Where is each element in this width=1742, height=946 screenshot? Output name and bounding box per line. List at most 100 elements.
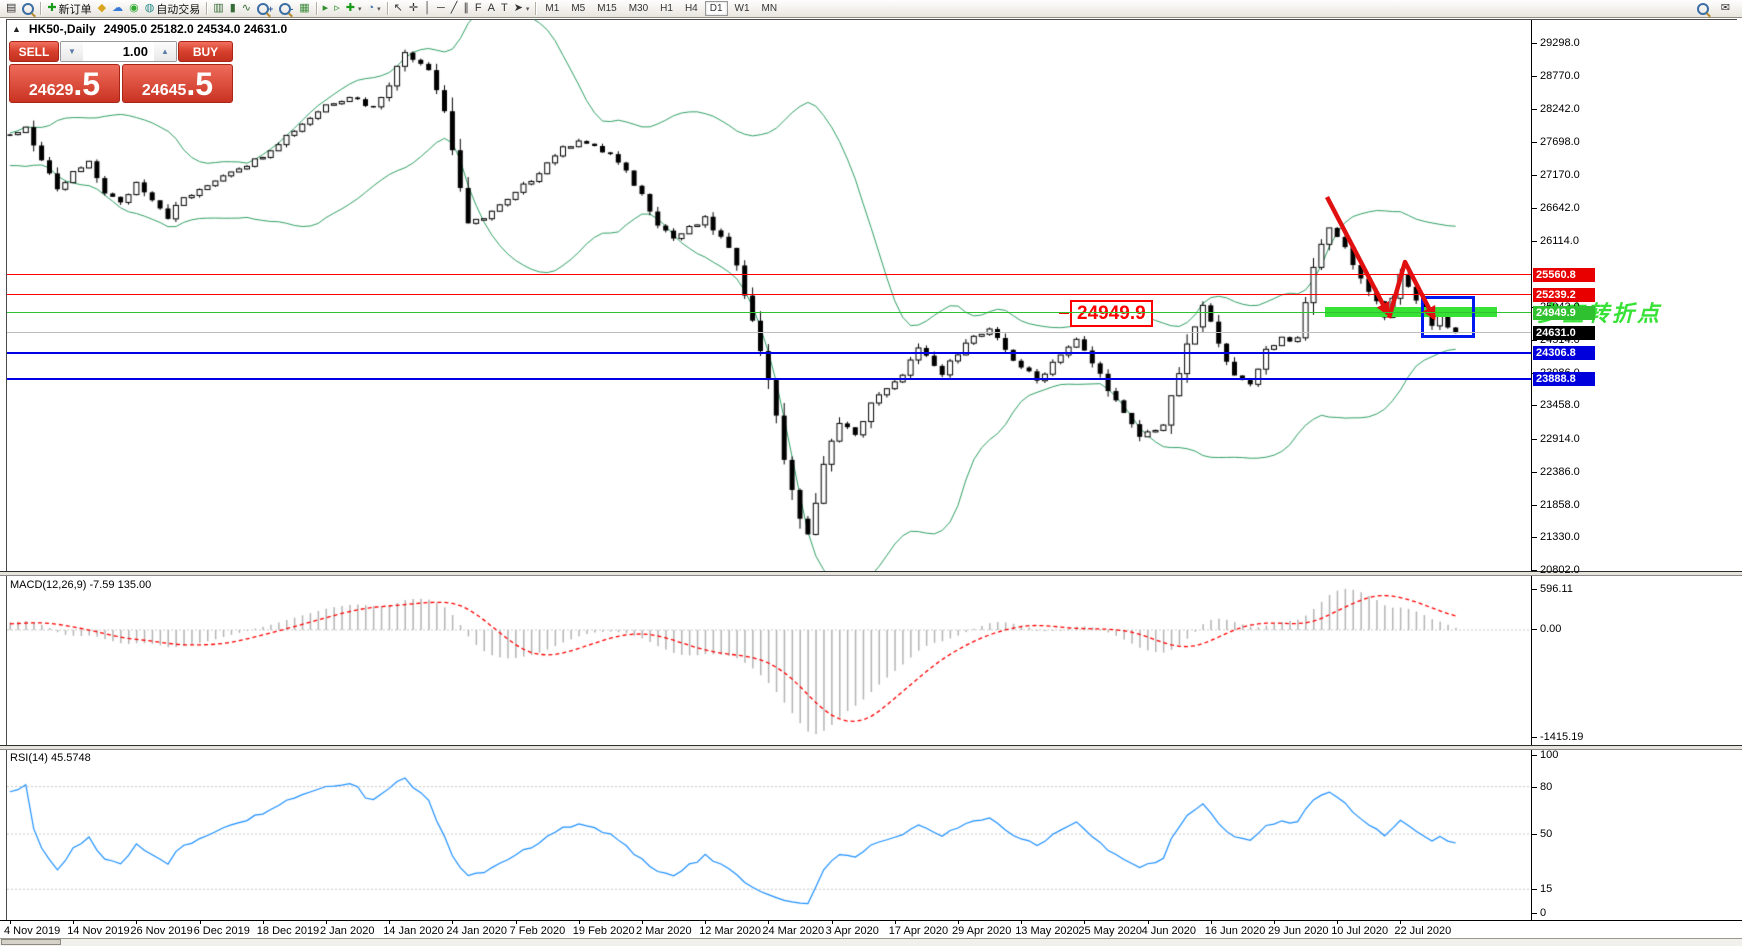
date-tick-mark: [1400, 920, 1402, 924]
zoom-out-icon: [279, 2, 292, 15]
one-click-toggle-icon[interactable]: ▲: [12, 24, 21, 34]
price-callout-label[interactable]: 24949.9: [1070, 300, 1153, 327]
scrollbar-thumb[interactable]: [1, 939, 61, 945]
trendline-tool-button[interactable]: ╱: [448, 1, 461, 17]
rsi-axis-tick-mark: [1532, 834, 1537, 835]
pane-splitter-macd[interactable]: [0, 571, 1742, 576]
timeframe-w1-button[interactable]: W1: [734, 3, 750, 14]
price-tag-23888.8: 23888.8: [1533, 371, 1595, 386]
gold-symbol-icon: ◆: [97, 2, 107, 14]
candlestick-mode-button[interactable]: ▮: [227, 1, 239, 17]
y-axis-tick-label: 21330.0: [1540, 531, 1580, 544]
text-tool-button[interactable]: A: [485, 1, 498, 17]
consolidation-box[interactable]: [1421, 296, 1475, 338]
red-arrow-segment-2[interactable]: [1386, 259, 1436, 321]
horizontal-line-tool-button[interactable]: ─: [434, 1, 448, 17]
shift-chart-end-button[interactable]: ▸: [320, 1, 332, 17]
cursor-tool-button[interactable]: ↖: [391, 1, 406, 17]
timeframe-m30-button[interactable]: M30: [628, 3, 649, 14]
volume-decrease-button[interactable]: ▼: [61, 42, 83, 61]
line-chart-mode-button[interactable]: ∿: [239, 1, 254, 17]
buy-price-display[interactable]: 24645 .5: [122, 64, 233, 103]
zoom-in-icon: [257, 2, 269, 15]
search-button[interactable]: [1694, 1, 1712, 17]
timeframe-m15-button[interactable]: M15: [597, 3, 617, 14]
timeframe-h4-button[interactable]: H4: [684, 3, 698, 14]
date-label: 26 Nov 2019: [130, 925, 193, 937]
chat-button[interactable]: ✉: [1718, 1, 1733, 17]
y-axis-tick-label: 26114.0: [1540, 234, 1579, 247]
main-chart-canvas[interactable]: [7, 20, 1531, 571]
y-axis-tick-mark: [1532, 570, 1537, 572]
horizontal-line-25560.8[interactable]: [7, 274, 1531, 276]
bar-chart-mode-button[interactable]: ▥: [210, 1, 226, 17]
date-label: 22 Jul 2020: [1394, 925, 1452, 937]
data-preview-icon: [22, 2, 35, 15]
chart-header: ▲ HK50-,Daily 24905.0 25182.0 24534.0 24…: [12, 22, 287, 36]
macd-axis-label: 596.11: [1540, 583, 1573, 595]
zoom-out-button[interactable]: -: [276, 1, 296, 17]
date-label: 19 Feb 2020: [572, 925, 635, 937]
timeframe-h1-button[interactable]: H1: [660, 3, 673, 14]
shift-chart-end-icon: ▸: [322, 2, 329, 14]
red-arrow-segment-1[interactable]: [1325, 195, 1390, 317]
charts-window-icon: ▤: [6, 2, 17, 14]
add-indicator-button[interactable]: ✚ ▾: [343, 1, 365, 17]
signals-button[interactable]: ◉: [126, 1, 142, 17]
timeframe-d1-button[interactable]: D1: [704, 1, 728, 16]
date-label: 2 Jan 2020: [320, 925, 375, 937]
sell-button[interactable]: SELL: [9, 41, 59, 62]
tile-windows-button[interactable]: ▦: [296, 1, 312, 17]
date-tick-mark: [73, 920, 75, 924]
data-preview-button[interactable]: [19, 1, 37, 17]
horizontal-line-24631[interactable]: [7, 332, 1531, 334]
rsi-label: RSI(14) 45.5748: [10, 752, 91, 764]
buy-button[interactable]: BUY: [178, 41, 233, 62]
rsi-pane-canvas[interactable]: [7, 750, 1531, 920]
sell-price-frac: .5: [73, 66, 101, 102]
community-button[interactable]: ☁: [109, 1, 126, 17]
auto-scroll-button[interactable]: ▹: [331, 1, 343, 17]
zoom-in-button[interactable]: +: [254, 1, 276, 17]
date-tick-mark: [1337, 920, 1339, 924]
horizontal-line-24949.9[interactable]: [7, 312, 1531, 314]
new-order-button[interactable]: ✚ 新订单: [44, 1, 94, 17]
charts-window-button[interactable]: ▤: [3, 1, 19, 17]
pane-splitter-rsi[interactable]: [0, 745, 1742, 750]
toolbar-separator: [535, 2, 537, 15]
add-indicator-icon: ✚: [345, 2, 355, 14]
gold-symbol-button[interactable]: ◆: [95, 1, 109, 17]
dropdown-arrow-icon: ▾: [357, 5, 362, 13]
timeframe-m5-button[interactable]: M5: [571, 3, 586, 14]
macd-axis-tick-mark: [1532, 629, 1537, 630]
rsi-axis-tick-mark: [1532, 755, 1537, 756]
date-label: 10 Jul 2020: [1331, 925, 1389, 937]
horizontal-line-25239.2[interactable]: [7, 294, 1531, 296]
arrows-tool-button[interactable]: ➤ ▾: [511, 1, 533, 17]
toolbar-separator: [40, 2, 42, 15]
date-tick-mark: [389, 920, 391, 924]
y-axis-tick-mark: [1532, 537, 1537, 539]
volume-input[interactable]: 1.00: [122, 44, 148, 59]
crosshair-tool-button[interactable]: ✛: [406, 1, 421, 17]
horizontal-line-23888.8[interactable]: [7, 377, 1531, 380]
support-zone-band[interactable]: [1325, 307, 1497, 317]
macd-pane-canvas[interactable]: [7, 576, 1531, 745]
auto-trading-button[interactable]: ◍ 自动交易: [142, 1, 204, 17]
date-tick-mark: [1084, 920, 1086, 924]
sell-price-display[interactable]: 24629 .5: [9, 64, 120, 103]
macd-axis-tick-mark: [1532, 589, 1537, 590]
horizontal-scrollbar[interactable]: [0, 938, 1742, 946]
equidistant-channel-tool-button[interactable]: ∥: [460, 1, 472, 17]
period-presets-button[interactable]: ◔ ▾: [364, 1, 383, 17]
vertical-line-tool-button[interactable]: │: [421, 1, 434, 17]
timeframe-m1-button[interactable]: M1: [545, 3, 560, 14]
date-label: 16 Jun 2020: [1204, 925, 1266, 937]
timeframe-mn-button[interactable]: MN: [761, 3, 778, 14]
volume-increase-button[interactable]: ▲: [154, 42, 176, 61]
fibonacci-tool-button[interactable]: F: [472, 1, 485, 17]
horizontal-line-24306.8[interactable]: [7, 351, 1531, 354]
y-axis-tick-label: 27170.0: [1540, 169, 1580, 182]
text-label-tool-button[interactable]: T: [498, 1, 511, 17]
